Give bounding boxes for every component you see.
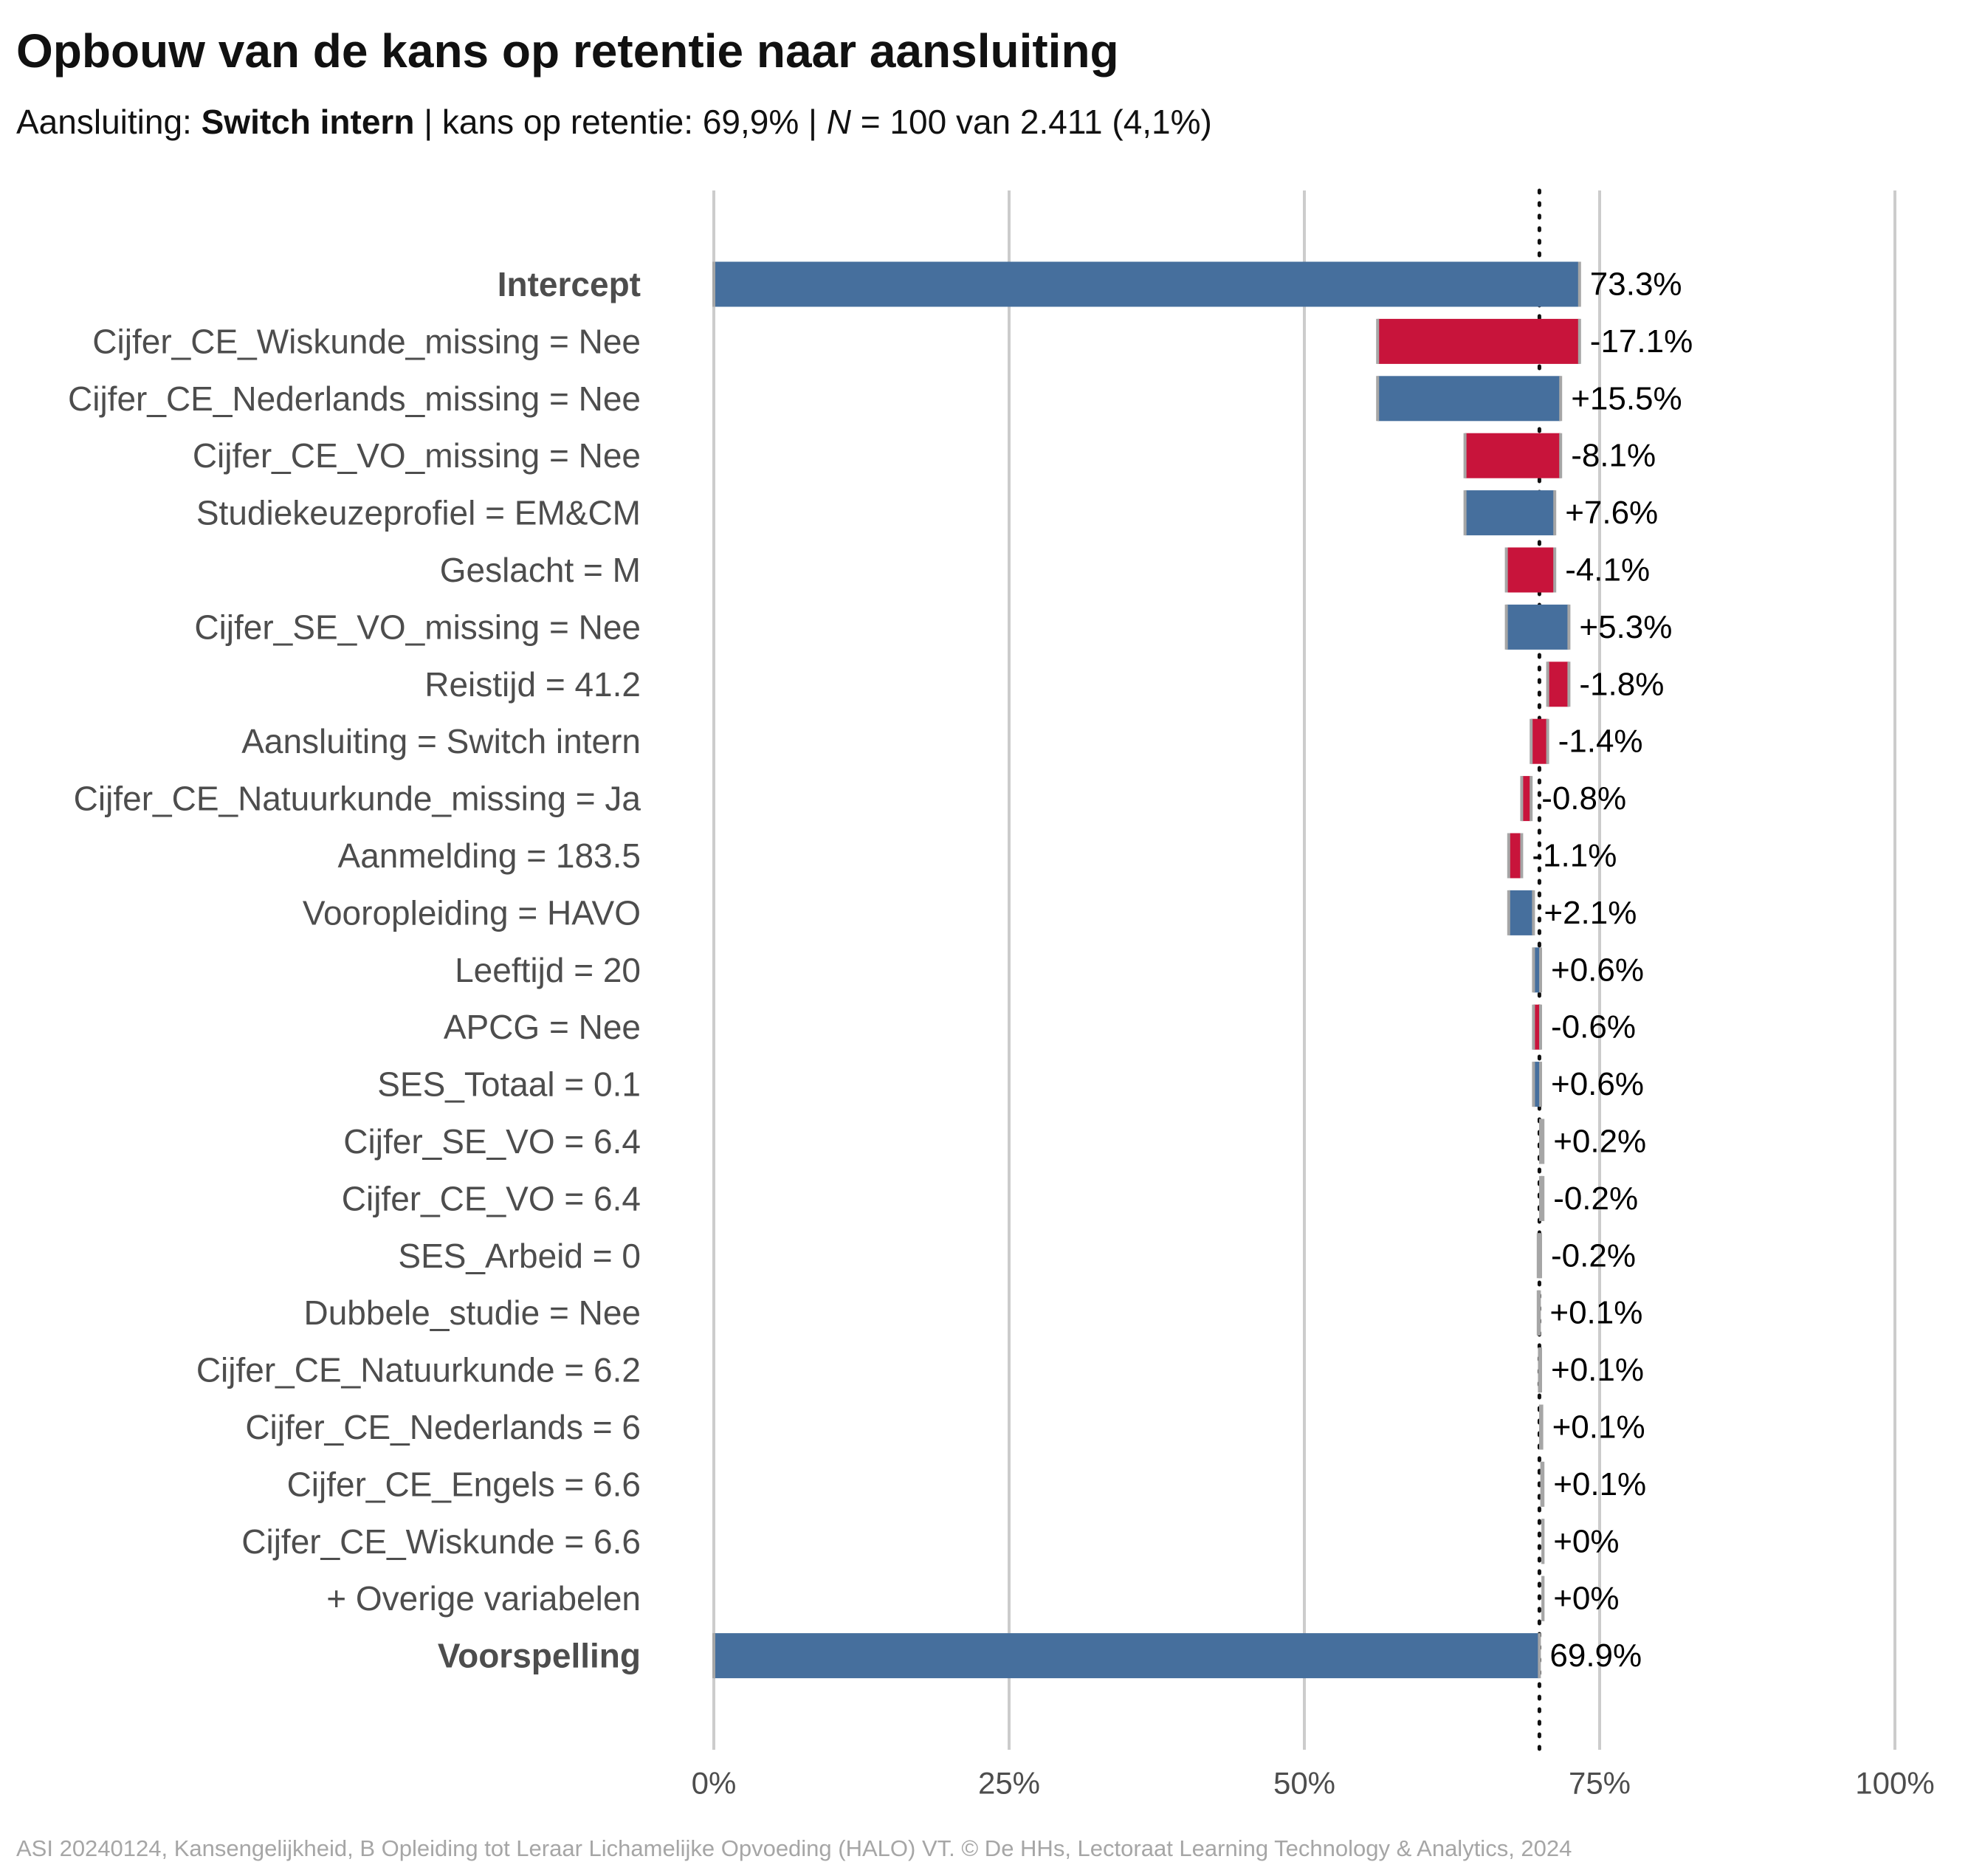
chart-subtitle: Aansluiting: Switch intern | kans op ret… xyxy=(16,102,1212,142)
subtitle-group: Switch intern xyxy=(201,103,415,141)
value-label: +0.6% xyxy=(1551,952,1644,988)
category-label: Studiekeuzeprofiel = EM&CM xyxy=(196,494,641,532)
value-label: +0.1% xyxy=(1549,1295,1642,1331)
decrease-bar xyxy=(1506,547,1555,593)
category-label: Cijfer_CE_Wiskunde_missing = Nee xyxy=(92,322,641,360)
value-label: -8.1% xyxy=(1571,438,1656,474)
category-label: Aanmelding = 183.5 xyxy=(338,836,641,875)
value-label: +0% xyxy=(1553,1523,1619,1559)
value-label: -0.6% xyxy=(1551,1009,1636,1045)
category-label: Cijfer_CE_Engels = 6.6 xyxy=(287,1465,641,1503)
value-label: -1.8% xyxy=(1579,666,1664,702)
increase-bar xyxy=(1533,947,1541,993)
labels: Intercept 73.3% Cijfer_CE_Wiskunde_missing… xyxy=(68,265,1693,1675)
value-label: +0.2% xyxy=(1553,1124,1646,1160)
x-tick-label: 0% xyxy=(692,1766,737,1801)
value-label: +0.1% xyxy=(1553,1466,1646,1502)
chart-caption: ASI 20240124, Kansengelijkheid, B Opleid… xyxy=(16,1835,1572,1861)
category-label: Cijfer_CE_Nederlands_missing = Nee xyxy=(68,379,641,418)
decrease-bar xyxy=(1377,318,1580,364)
x-tick-label: 75% xyxy=(1569,1766,1631,1801)
category-label: Cijfer_CE_VO_missing = Nee xyxy=(193,436,641,475)
category-label: Cijfer_CE_VO = 6.4 xyxy=(342,1179,641,1217)
decrease-bar xyxy=(1521,776,1532,822)
category-label: Reistijd = 41.2 xyxy=(424,665,641,704)
waterfall-chart: Intercept 73.3% Cijfer_CE_Wiskunde_missing… xyxy=(68,188,1935,1801)
category-label: Aansluiting = Switch intern xyxy=(241,722,641,760)
increase-bar xyxy=(1508,890,1534,935)
subtitle-prefix: Aansluiting: xyxy=(16,103,202,141)
value-label: -0.2% xyxy=(1553,1181,1638,1217)
total-bar xyxy=(714,1633,1540,1679)
increase-bar xyxy=(1533,1062,1541,1107)
category-label: Cijfer_CE_Natuurkunde = 6.2 xyxy=(196,1351,641,1389)
value-label: -4.1% xyxy=(1565,552,1650,588)
decrease-bar xyxy=(1508,833,1522,879)
category-label: Dubbele_studie = Nee xyxy=(304,1293,641,1332)
subtitle-n-symbol: N xyxy=(826,103,851,141)
grid-lines xyxy=(712,190,1896,1750)
category-label: Intercept xyxy=(498,265,641,303)
value-label: 69.9% xyxy=(1549,1638,1642,1674)
category-label: SES_Arbeid = 0 xyxy=(398,1237,641,1275)
value-label: -1.4% xyxy=(1558,724,1643,760)
category-label: + Overige variabelen xyxy=(326,1579,641,1618)
category-label: Leeftijd = 20 xyxy=(455,951,641,989)
decrease-bar xyxy=(1465,433,1561,478)
x-tick-label: 100% xyxy=(1855,1766,1934,1801)
x-tick-label: 25% xyxy=(978,1766,1040,1801)
bars xyxy=(712,261,1581,1679)
increase-bar xyxy=(1465,490,1555,536)
category-label: Cijfer_CE_Nederlands = 6 xyxy=(245,1408,641,1446)
value-label: -1.1% xyxy=(1532,838,1617,874)
chart-title: Opbouw van de kans op retentie naar aans… xyxy=(16,24,1119,78)
value-label: +0.1% xyxy=(1552,1409,1645,1446)
total-bar xyxy=(714,261,1580,307)
value-label: +0% xyxy=(1553,1581,1619,1617)
category-label: Voorspelling xyxy=(438,1637,641,1675)
value-label: -0.2% xyxy=(1551,1237,1636,1274)
category-label: SES_Totaal = 0.1 xyxy=(377,1065,641,1104)
value-label: -0.8% xyxy=(1541,780,1626,817)
increase-bar xyxy=(1506,604,1569,650)
increase-bar xyxy=(1377,376,1561,422)
value-label: +7.6% xyxy=(1565,495,1658,531)
category-label: Geslacht = M xyxy=(440,551,641,589)
subtitle-suffix: = 100 van 2.411 (4,1%) xyxy=(851,103,1212,141)
decrease-bar xyxy=(1531,718,1548,764)
category-label: Cijfer_SE_VO_missing = Nee xyxy=(194,608,641,646)
value-label: +0.1% xyxy=(1551,1352,1644,1388)
category-label: Cijfer_CE_Natuurkunde_missing = Ja xyxy=(74,780,641,818)
x-tick-label: 50% xyxy=(1273,1766,1335,1801)
value-label: +2.1% xyxy=(1544,895,1637,931)
category-label: Cijfer_CE_Wiskunde = 6.6 xyxy=(241,1522,641,1561)
subtitle-mid: | kans op retentie: 69,9% | xyxy=(414,103,827,141)
value-label: 73.3% xyxy=(1590,267,1682,303)
decrease-bar xyxy=(1547,662,1569,707)
category-label: APCG = Nee xyxy=(444,1008,641,1046)
x-axis-ticks: 0% 25% 50% 75% 100% xyxy=(692,1766,1935,1801)
value-label: +0.6% xyxy=(1551,1066,1644,1102)
value-label: +15.5% xyxy=(1571,380,1682,416)
value-label: -17.1% xyxy=(1590,323,1693,360)
value-label: +5.3% xyxy=(1579,609,1672,645)
decrease-bar xyxy=(1533,1004,1541,1050)
category-label: Cijfer_SE_VO = 6.4 xyxy=(343,1122,641,1161)
category-label: Vooropleiding = HAVO xyxy=(303,893,641,932)
